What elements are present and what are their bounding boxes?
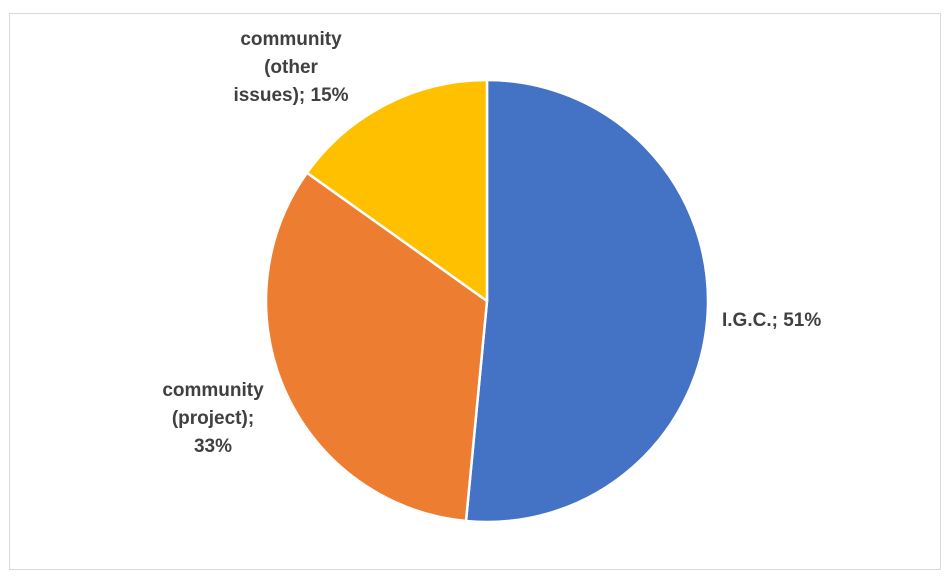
slice-community-project	[264, 171, 489, 523]
slice-label-community-other: community (other issues); 15%	[233, 29, 349, 106]
slice-label-community-project: community (project); 33%	[162, 380, 264, 457]
slice-community-other	[305, 78, 489, 303]
slice-igc	[464, 78, 710, 524]
slice-label-igc: I.G.C.; 51%	[722, 310, 822, 331]
